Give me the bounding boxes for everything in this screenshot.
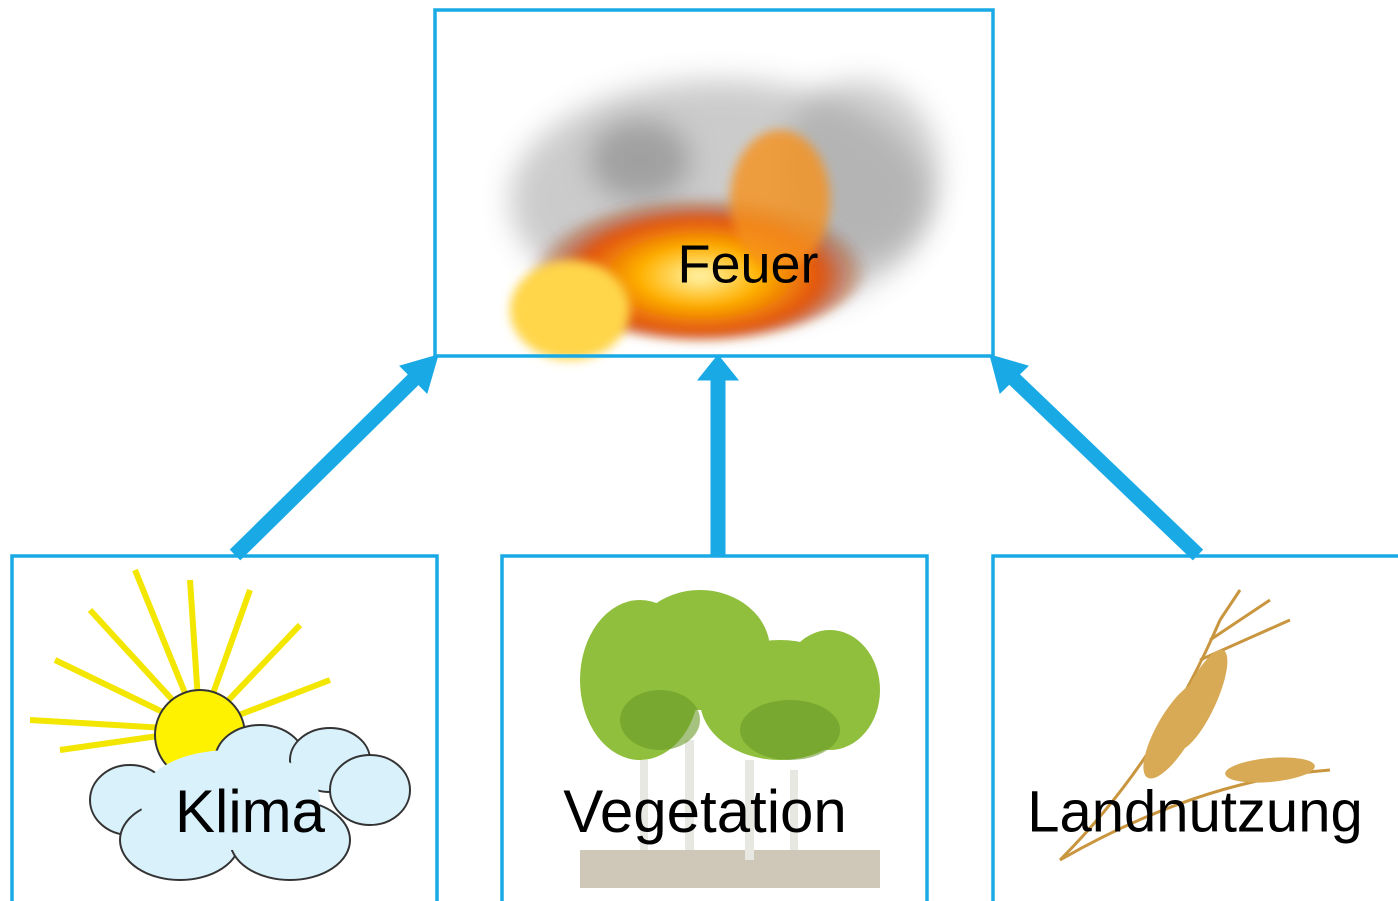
node-label: Vegetation bbox=[563, 778, 847, 845]
arrows bbox=[235, 355, 1198, 555]
diagram: Feuer Klima Vegetation Landnutzung bbox=[0, 0, 1398, 901]
fire-image bbox=[510, 80, 940, 360]
page: Feuer Klima Vegetation Landnutzung (() =… bbox=[0, 0, 1398, 901]
arrowhead bbox=[698, 355, 738, 380]
arrow bbox=[1013, 378, 1198, 555]
node-label: Landnutzung bbox=[1027, 779, 1362, 844]
node-label: Feuer bbox=[677, 234, 818, 294]
arrow bbox=[235, 378, 415, 555]
node-label: Klima bbox=[175, 778, 326, 845]
